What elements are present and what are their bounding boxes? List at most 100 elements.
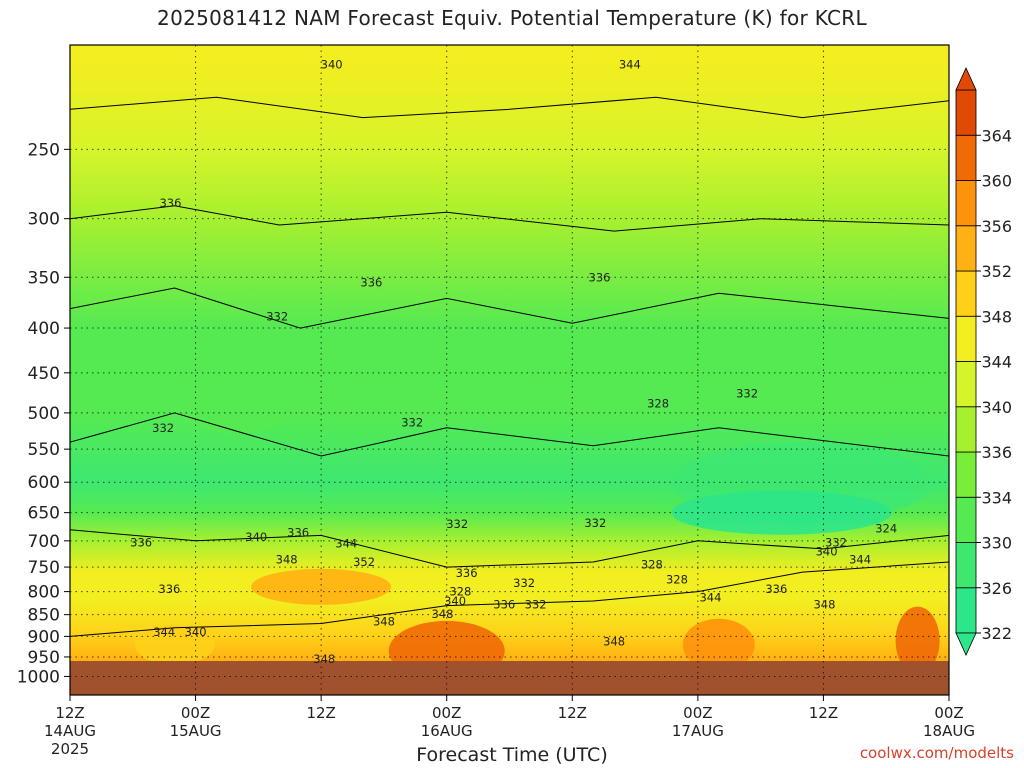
contour-label: 332 — [152, 421, 174, 435]
x-tick-label: 00Z — [934, 704, 963, 722]
colorbar-label: 334 — [981, 488, 1012, 507]
contour-label: 336 — [765, 582, 787, 596]
warm-maximum — [134, 624, 215, 665]
x-tick-label: 00Z — [432, 704, 461, 722]
colorbar-top-arrow — [955, 67, 977, 91]
colorbar-box — [955, 89, 977, 136]
cool-minimum — [671, 490, 892, 535]
x-tick-date: 14AUG — [44, 722, 96, 740]
warm-maximum — [682, 618, 755, 671]
plot-area — [70, 45, 949, 695]
contour-label: 344 — [849, 552, 871, 566]
contour-label: 348 — [373, 614, 395, 628]
y-tick-label: 550 — [28, 440, 60, 460]
contour-label: 332 — [736, 386, 758, 400]
contour-label: 332 — [584, 516, 606, 530]
y-axis: 2503003504004505005506006507007508008509… — [17, 140, 70, 687]
colorbar-box — [955, 315, 977, 362]
x-tick-date: 15AUG — [170, 722, 222, 740]
x-tick-label: 12Z — [306, 704, 335, 722]
y-tick-label: 800 — [28, 583, 60, 603]
colorbar: 322 326 330 334 336 340 344 348 352 356 360 364 — [955, 67, 1012, 656]
colorbar-label: 360 — [981, 172, 1012, 191]
contour-label: 336 — [360, 276, 382, 290]
contour-label: 332 — [825, 535, 847, 549]
contour-label: 328 — [449, 585, 471, 599]
contour-label: 336 — [589, 270, 611, 284]
colorbar-box — [955, 134, 977, 181]
contour-label: 336 — [159, 196, 181, 210]
x-tick-label: 12Z — [809, 704, 838, 722]
theta-e-field — [70, 45, 949, 695]
y-tick-label: 850 — [28, 606, 60, 626]
warm-maximum — [251, 568, 392, 605]
contour-label: 348 — [313, 652, 335, 666]
y-tick-label: 350 — [28, 268, 60, 288]
colorbar-bottom-arrow — [955, 632, 977, 656]
contour-line — [70, 96, 949, 119]
y-tick-label: 400 — [28, 319, 60, 339]
contour-label: 344 — [153, 625, 175, 639]
y-tick-label: 700 — [28, 532, 60, 552]
x-tick-date: 18AUG — [923, 722, 975, 740]
x-axis-label: Forecast Time (UTC) — [416, 744, 608, 766]
colorbar-box — [955, 225, 977, 272]
x-tick-date: 16AUG — [421, 722, 473, 740]
y-tick-label: 450 — [28, 364, 60, 384]
contour-label: 340 — [816, 545, 838, 559]
contour-label: 340 — [245, 530, 267, 544]
colorbar-box — [955, 406, 977, 453]
x-tick-label: 12Z — [55, 704, 84, 722]
plot-frame — [69, 44, 950, 696]
colorbar-label: 344 — [981, 353, 1012, 372]
contour-label: 336 — [287, 526, 309, 540]
x-tick-label: 12Z — [558, 704, 587, 722]
contour-label: 348 — [432, 607, 454, 621]
ground — [70, 661, 949, 695]
contour-label: 332 — [446, 517, 468, 531]
colorbar-label: 340 — [981, 398, 1012, 417]
y-tick-label: 950 — [28, 648, 60, 668]
colorbar-box — [955, 542, 977, 589]
contour-label: 328 — [666, 573, 688, 587]
contour-label: 336 — [158, 582, 180, 596]
y-tick-label: 900 — [28, 627, 60, 647]
y-tick-label: 500 — [28, 404, 60, 424]
grid-lines — [69, 45, 950, 695]
colorbar-label: 322 — [981, 624, 1012, 643]
contour-label: 344 — [619, 58, 641, 72]
contour-label: 332 — [513, 576, 535, 590]
colorbar-box — [955, 270, 977, 317]
contour-line — [70, 205, 949, 232]
x-tick-date: 17AUG — [672, 722, 724, 740]
contour-line — [70, 561, 949, 637]
x-tick-label: 00Z — [683, 704, 712, 722]
contour-label: 344 — [335, 537, 357, 551]
contour-label: 336 — [130, 535, 152, 549]
contour-label: 340 — [321, 58, 343, 72]
contour-line — [70, 529, 949, 568]
contour-label: 332 — [266, 309, 288, 323]
x-tick-year: 2025 — [51, 740, 89, 758]
chart-title: 2025081412 NAM Forecast Equiv. Potential… — [157, 6, 867, 30]
contour-label: 348 — [813, 598, 835, 612]
contour-label: 328 — [641, 558, 663, 572]
y-tick-label: 650 — [28, 504, 60, 524]
watermark: coolwx.com/modelts — [859, 744, 1014, 762]
y-tick-label: 1000 — [17, 667, 60, 687]
contour-label: 336 — [493, 598, 515, 612]
contour-label: 340 — [185, 625, 207, 639]
y-tick-label: 300 — [28, 210, 60, 230]
colorbar-box — [955, 587, 977, 634]
cool-minimum — [177, 377, 298, 434]
contour-label: 328 — [647, 397, 669, 411]
contour-label: 344 — [699, 590, 721, 604]
x-tick-label: 00Z — [181, 704, 210, 722]
contour-label: 324 — [875, 522, 897, 536]
colorbar-label: 326 — [981, 579, 1012, 598]
contour-labels: 340 344 336 336 336 332 332 332 328 332 336 340 336 3… — [130, 58, 897, 666]
contour-label: 340 — [444, 594, 466, 608]
contour-label: 348 — [603, 634, 625, 648]
